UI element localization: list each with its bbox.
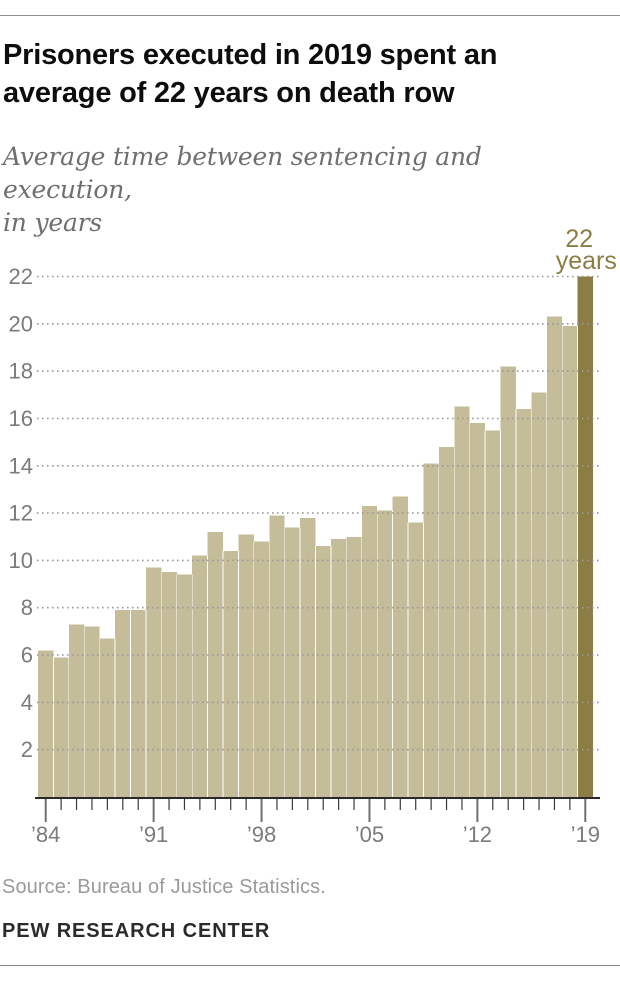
x-tick-label-1998: ’98 [247,822,276,847]
subtitle-line-2: in years [3,208,103,237]
bar-1987 [84,626,100,797]
subtitle-line-1: Average time between sentencing and exec… [3,142,482,204]
bar-1997 [238,534,254,797]
bar-2002 [315,546,331,797]
bar-2012 [469,423,486,797]
bar-1999 [269,515,285,797]
bar-2003 [330,539,347,797]
y-tick-label-18: 18 [9,359,33,384]
bar-2019 [577,276,593,797]
bar-2006 [377,510,393,797]
top-divider [0,15,620,16]
bar-1990 [130,610,146,797]
bar-2007 [392,496,408,797]
bar-1996 [223,550,239,797]
bottom-divider [0,965,620,966]
bar-1991 [145,567,162,797]
y-axis-labels: 2 4 6 8 10 12 14 16 18 20 22 [9,264,33,762]
annotation-value: 22 [565,225,593,253]
bar-2005 [361,505,378,797]
x-tick-labels: ’84 ’91 ’98 ’05 ’12 ’19 [31,822,600,847]
bar-2000 [284,527,301,797]
bar-2009 [423,463,439,797]
bar-2016 [531,392,547,797]
y-tick-label-20: 20 [9,311,33,336]
y-tick-label-16: 16 [9,406,33,431]
bar-1985 [53,657,69,797]
annotation-unit: years [556,247,617,275]
bar-2015 [515,408,532,797]
x-tick-label-2012: ’12 [463,822,492,847]
bar-2018 [562,326,578,797]
bar-1998 [253,541,270,797]
bar-1986 [68,624,85,797]
bar-2001 [300,517,316,797]
y-tick-label-6: 6 [21,643,33,668]
bar-1993 [176,574,193,797]
x-tick-label-1991: ’91 [139,822,168,847]
bar-2008 [408,522,424,797]
bar-1994 [192,555,208,797]
source-note: Source: Bureau of Justice Statistics. [2,876,326,898]
x-tick-label-1984: ’84 [31,822,60,847]
x-tick-label-2005: ’05 [355,822,384,847]
bars-group [38,276,593,797]
y-tick-label-12: 12 [9,501,33,526]
gridlines-group [37,275,600,751]
bar-1984 [38,650,54,797]
x-tick-label-2019: ’19 [571,822,600,847]
bar-chart: 2 4 6 8 10 12 14 16 18 20 22’84’91’98’05’12’19 22 ye… [0,220,620,870]
y-tick-label-4: 4 [21,690,33,715]
bar-2004 [346,536,362,797]
bar-1995 [207,532,223,797]
bar-2011 [454,406,470,797]
bar-1989 [115,610,131,797]
bar-2017 [546,316,563,797]
title-line-2: average of 22 years on death row [3,77,455,109]
y-tick-label-8: 8 [21,595,33,620]
bar-2014 [500,366,516,797]
y-tick-label-14: 14 [9,453,33,478]
pew-research-center-wordmark: PEW RESEARCH CENTER [2,920,271,942]
bar-1988 [99,638,116,797]
bar-2010 [438,446,455,797]
bar-1992 [161,572,177,797]
y-tick-label-22: 22 [9,264,33,289]
chart-subtitle: Average time between sentencing and exec… [3,140,617,239]
x-axis-ticks [44,799,587,822]
title-line-1: Prisoners executed in 2019 spent an [3,39,498,71]
y-tick-label-2: 2 [21,737,33,762]
y-tick-label-10: 10 [9,548,33,573]
bar-chart-svg: 246810121416182022’84’91’98’05’12’1922ye… [9,225,617,847]
page-title: Prisoners executed in 2019 spent an aver… [3,36,615,112]
bar-2013 [485,430,501,797]
